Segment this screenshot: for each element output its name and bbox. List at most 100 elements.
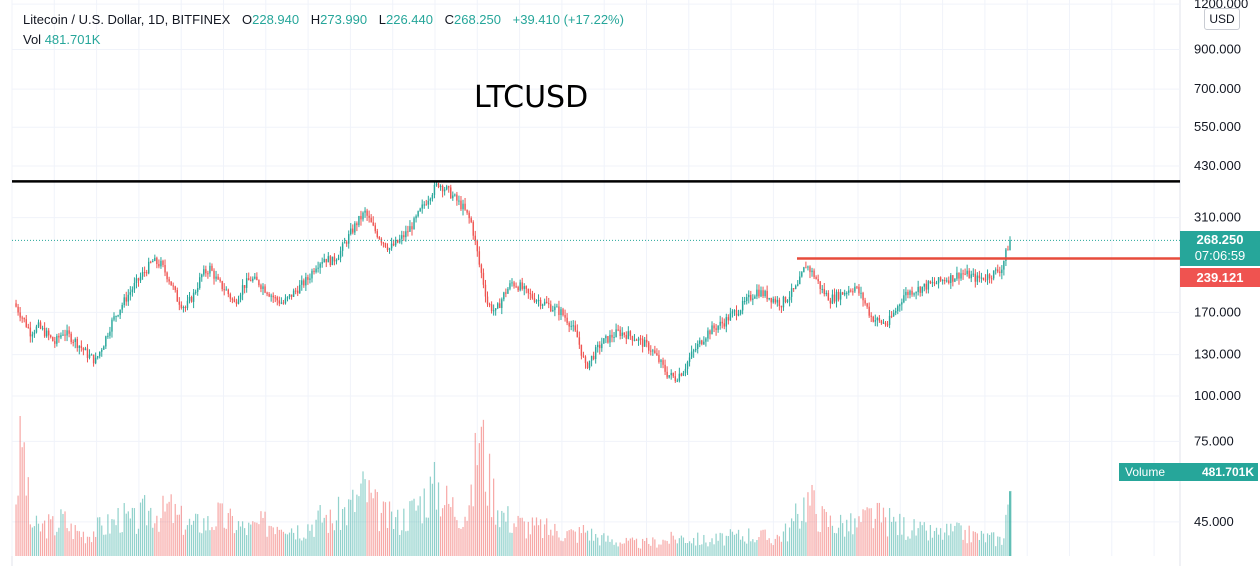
candle-body xyxy=(272,295,274,298)
volume-bar xyxy=(664,540,666,556)
volume-bar xyxy=(980,530,983,556)
volume-bar xyxy=(564,538,566,556)
candle-body xyxy=(880,320,883,324)
candle-body xyxy=(213,270,215,279)
volume-bar xyxy=(882,507,885,556)
volume-bar xyxy=(688,541,691,556)
volume-bar xyxy=(764,529,766,556)
candle-body xyxy=(284,298,287,304)
price-tick-label: 900.000 xyxy=(1194,42,1241,57)
volume-bar xyxy=(450,507,452,556)
candle-body xyxy=(978,275,981,279)
volume-bar xyxy=(923,522,925,556)
price-tick-label: 130.000 xyxy=(1194,347,1241,362)
volume-bar xyxy=(788,527,791,556)
candle-body xyxy=(303,280,305,286)
candle-body xyxy=(533,298,536,302)
volume-bar xyxy=(723,545,725,556)
candle-body xyxy=(586,362,589,369)
level-price-value: 239.121 xyxy=(1196,270,1244,285)
candle-body xyxy=(499,303,501,308)
volume-bar xyxy=(76,530,78,556)
candle-body xyxy=(952,275,954,282)
candle-body xyxy=(913,293,915,295)
candle-body xyxy=(739,310,742,314)
volume-bar xyxy=(460,528,462,556)
candle-body xyxy=(458,200,460,202)
candle-body xyxy=(390,243,393,249)
volume-bar xyxy=(944,532,946,556)
bar-countdown: 07:06:59 xyxy=(1194,248,1246,263)
candle-body xyxy=(319,263,321,268)
candle-body xyxy=(60,335,62,338)
candle-body xyxy=(350,228,352,235)
candle-body xyxy=(460,200,462,210)
candle-body xyxy=(862,292,864,301)
volume-bar xyxy=(548,534,550,556)
volume-bar xyxy=(407,530,409,556)
candle-body xyxy=(594,347,597,359)
candle-body xyxy=(568,322,570,327)
volume-bar xyxy=(99,517,101,556)
volume-bar xyxy=(578,527,580,556)
volume-bar xyxy=(962,539,964,556)
volume-bar xyxy=(937,534,940,556)
candle-body xyxy=(372,222,374,226)
volume-bar xyxy=(331,523,334,556)
volume-bar xyxy=(931,537,934,556)
volume-bar xyxy=(129,518,131,556)
volume-bar xyxy=(135,533,138,556)
candle-body xyxy=(243,285,246,288)
volume-bar xyxy=(501,510,503,556)
candle-body xyxy=(982,277,985,280)
volume-bar xyxy=(329,509,331,556)
candle-body xyxy=(256,276,258,281)
volume-bar xyxy=(925,530,927,556)
candle-body xyxy=(260,285,262,289)
candle-body xyxy=(1007,249,1009,251)
volume-bar xyxy=(729,529,731,556)
volume-bar xyxy=(629,538,631,556)
volume-bar xyxy=(382,501,385,556)
candle-body xyxy=(797,284,799,286)
candle-body xyxy=(888,315,891,325)
candle-body xyxy=(962,273,964,275)
candle-body xyxy=(196,287,199,292)
volume-bar xyxy=(405,531,407,556)
volume-bar xyxy=(517,515,519,556)
volume-bar xyxy=(52,516,54,556)
candle-body xyxy=(278,300,281,304)
volume-label[interactable]: Vol xyxy=(23,32,42,47)
candle-body xyxy=(443,189,446,192)
volume-bar xyxy=(762,529,764,556)
candle-body xyxy=(92,354,95,364)
volume-bar xyxy=(544,524,546,556)
candle-body xyxy=(754,296,756,299)
candle-body xyxy=(86,348,89,358)
symbol-label[interactable]: Litecoin / U.S. Dollar, 1D, BITFINEX xyxy=(23,12,231,27)
ohlc-row: Litecoin / U.S. Dollar, 1D, BITFINEX O22… xyxy=(23,10,632,30)
volume-bar xyxy=(201,533,203,556)
volume-bar xyxy=(170,494,172,556)
candle-body xyxy=(988,274,991,279)
volume-bar xyxy=(309,530,311,556)
candle-body xyxy=(168,279,170,282)
volume-bar xyxy=(209,530,211,556)
volume-bar xyxy=(182,534,185,556)
candle-body xyxy=(39,322,42,329)
candle-body xyxy=(282,302,285,304)
candle-body xyxy=(254,276,256,279)
candle-body xyxy=(466,209,468,213)
volume-bar xyxy=(809,505,811,556)
currency-unit-button[interactable]: USD xyxy=(1204,8,1240,30)
volume-bar xyxy=(29,524,31,556)
volume-bar xyxy=(399,534,401,556)
volume-bar xyxy=(813,490,815,556)
volume-bar xyxy=(668,543,670,556)
candle-body xyxy=(37,322,40,327)
current-price-badge: 268.250 07:06:59 xyxy=(1180,231,1260,266)
candle-body xyxy=(472,222,474,236)
volume-bar xyxy=(580,533,583,556)
volume-bar xyxy=(909,538,911,556)
